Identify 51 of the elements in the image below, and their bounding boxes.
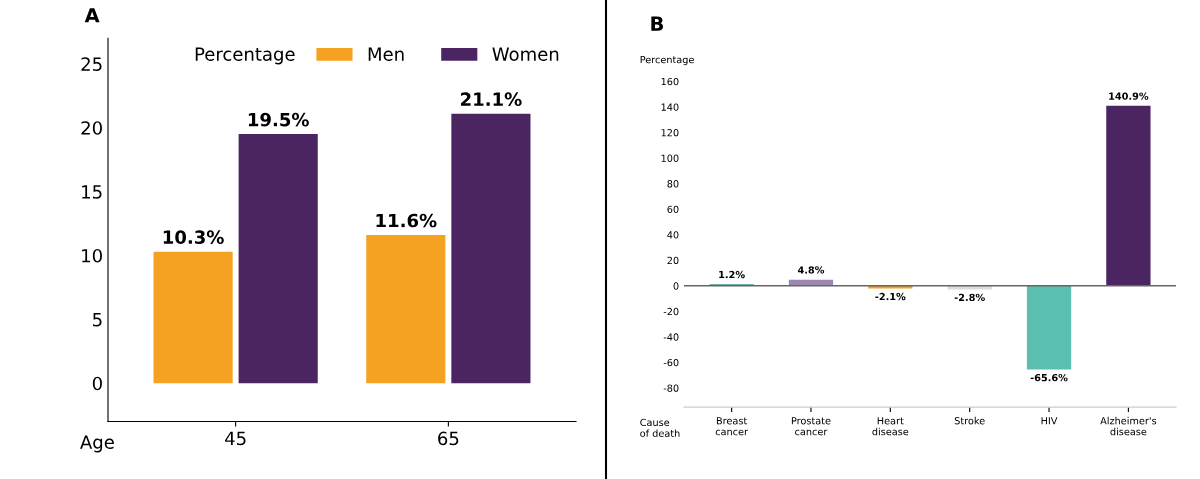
legend-label: Women [492, 47, 559, 61]
bar [366, 235, 446, 384]
data-label: -2.1% [875, 292, 906, 301]
y-tick-label: 0 [92, 376, 102, 391]
bar [451, 113, 531, 384]
y-tick-label: 120 [661, 129, 679, 137]
y-tick-label: 140 [661, 103, 679, 111]
y-tick-label: 25 [81, 57, 102, 71]
data-label: -65.6% [1030, 373, 1068, 382]
y-tick-label: 0 [673, 282, 679, 290]
x-tick-label: HIV [1041, 417, 1058, 425]
bar [238, 134, 318, 384]
bar [153, 251, 233, 384]
y-tick-label: 20 [81, 121, 102, 135]
bar [1026, 285, 1072, 370]
legend-title: Percentage [195, 47, 295, 65]
y-tick-label: 10 [82, 248, 102, 263]
x-tick-label: Stroke [954, 416, 985, 425]
chart-title: A [84, 8, 100, 23]
data-label: 4.8% [797, 266, 825, 274]
y-tick-label: 100 [661, 154, 679, 162]
x-tick-label: Alzheimer's disease [1100, 416, 1157, 436]
data-label: 1.2% [719, 270, 745, 279]
x-tick-label: 45 [225, 431, 246, 446]
data-label: 19.5% [248, 112, 309, 127]
bar [1106, 105, 1151, 286]
x-axis-title: Cause of death [640, 418, 680, 437]
y-tick-label: -60 [663, 358, 679, 367]
y-tick-label: 60 [667, 205, 679, 213]
y-axis-title: Percentage [640, 56, 694, 66]
y-tick-label: 40 [667, 231, 679, 239]
y-tick-label: 5 [93, 313, 102, 327]
y-tick-label: -80 [663, 384, 679, 392]
data-label: 11.6% [376, 213, 437, 228]
data-label: 140.9% [1109, 92, 1149, 100]
y-tick-label: 20 [667, 256, 679, 265]
y-tick-label: -20 [663, 307, 679, 316]
data-label: 10.3% [163, 230, 224, 244]
data-label: 21.1% [461, 92, 522, 107]
y-tick-label: 80 [667, 180, 679, 188]
x-tick-label: Heart disease [872, 417, 909, 436]
x-tick-label: 65 [438, 431, 459, 446]
data-label: -2.8% [954, 293, 985, 302]
x-axis-title: Age [80, 435, 114, 453]
x-tick-label: Prostate cancer [791, 417, 831, 436]
chart-title: B [651, 16, 664, 31]
y-tick-label: 15 [82, 185, 102, 199]
y-tick-label: -40 [663, 333, 679, 341]
y-tick-label: 160 [661, 77, 679, 86]
x-tick-label: Breast cancer [715, 417, 749, 436]
legend-label: Men [368, 47, 404, 61]
